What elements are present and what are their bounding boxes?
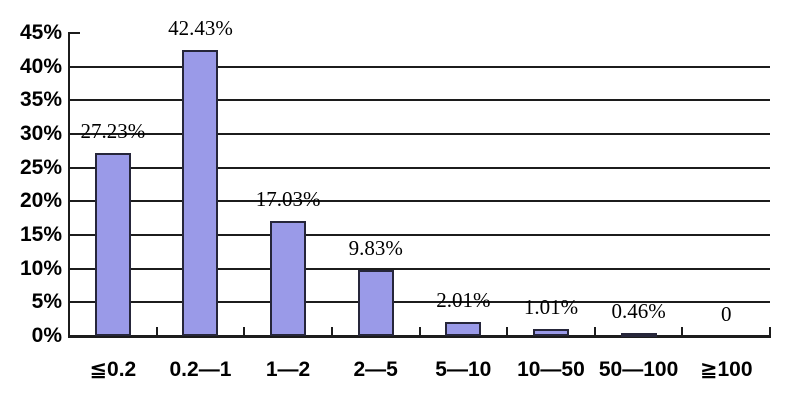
x-axis-tick [330,327,333,336]
x-axis-label: ≦0.2 [89,358,137,381]
y-axis-label: 15% [19,223,62,246]
gridline [69,65,770,68]
bar [357,269,394,336]
x-axis-label: 10—50 [517,358,585,381]
x-axis-label: 1—2 [265,358,311,381]
y-axis-label: 0% [31,324,62,347]
y-axis-label: 30% [19,122,62,145]
gridline [69,301,770,304]
bar-value-label: 17.03% [255,187,321,212]
gridline [69,166,770,169]
x-axis-tick [593,327,596,336]
bar-value-label: 42.43% [168,16,233,41]
bar-value-label: 1.01% [523,295,579,320]
bar [94,152,131,336]
bar [445,322,482,336]
y-axis-label: 25% [19,155,62,179]
bar-value-label: 0.46% [611,298,666,323]
bar [532,329,569,336]
x-axis-tick [243,327,246,336]
x-axis-tick [681,327,684,336]
x-axis-tick [155,327,158,336]
bar [182,50,219,336]
x-axis-tick [506,327,509,336]
y-axis-label: 45% [19,21,62,44]
bar-value-label: 27.23% [80,118,146,143]
y-axis-label: 35% [19,88,62,112]
x-axis-line [68,335,771,338]
x-axis-label: 2—5 [353,358,398,381]
y-axis-line [68,32,70,338]
y-axis-label: 5% [31,290,62,314]
x-axis-tick [418,327,421,336]
y-axis-label: 10% [19,256,62,280]
x-axis-label: 5—10 [435,358,492,381]
bar-value-label: 2.01% [436,288,491,313]
gridline [69,200,770,203]
bar-value-label: 9.83% [348,235,403,260]
bar [620,332,657,337]
x-axis-label: ≧100 [699,358,753,381]
x-axis-tick [769,327,771,336]
y-axis-label: 40% [19,54,62,78]
y-axis-label: 20% [19,189,62,213]
x-axis-label: 50—100 [598,358,679,381]
bar [270,221,307,336]
y-axis-top-tick [69,32,80,34]
gridline [69,234,770,236]
gridline [69,267,770,270]
gridline [69,99,770,102]
bar-value-label: 0 [720,302,732,326]
x-axis-label: 0.2—1 [169,358,232,381]
gridline [69,133,770,135]
